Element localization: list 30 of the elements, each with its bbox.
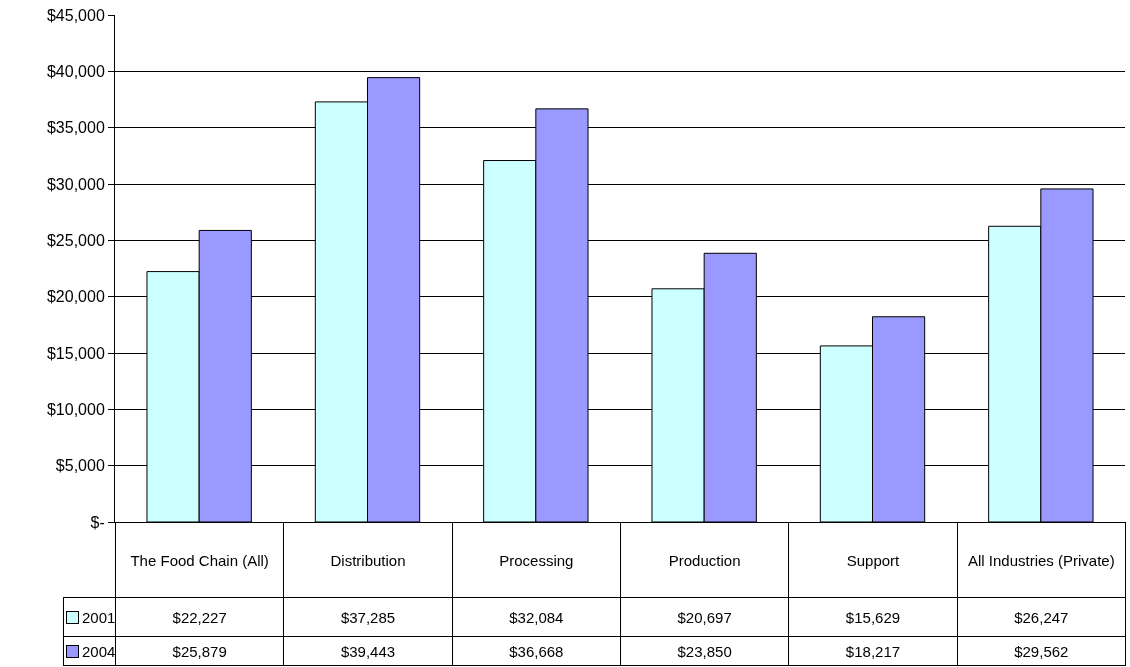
data-label: $29,562 (957, 636, 1126, 666)
legend-label: 2004 (63, 636, 116, 666)
x-tick-label: Processing (452, 522, 621, 598)
data-label: $20,697 (620, 597, 789, 637)
y-tick-label: $15,000 (46, 344, 105, 362)
legend-label: 2001 (63, 597, 116, 637)
y-tick-label: $35,000 (46, 119, 105, 137)
x-tick-label: Distribution (283, 522, 453, 598)
y-tick-label: $40,000 (46, 62, 105, 80)
y-tick-label: $5,000 (55, 457, 105, 475)
y-tick-label: $20,000 (46, 288, 105, 306)
data-label: $37,285 (283, 597, 453, 637)
data-label: $32,084 (452, 597, 621, 637)
x-tick-label: The Food Chain (All) (115, 522, 284, 598)
x-tick-label: Production (620, 522, 789, 598)
y-tick-label: $30,000 (46, 175, 105, 193)
y-tick-label: $10,000 (46, 400, 105, 418)
x-tick-label: Support (788, 522, 958, 598)
data-label: $15,629 (788, 597, 958, 637)
data-label: $25,879 (115, 636, 284, 666)
y-tick-label: $25,000 (46, 231, 105, 249)
x-tick-label: All Industries (Private) (957, 522, 1126, 598)
data-label: $26,247 (957, 597, 1126, 637)
data-label: $36,668 (452, 636, 621, 666)
data-label: $23,850 (620, 636, 789, 666)
y-tick-label: $- (90, 513, 105, 531)
data-label: $18,217 (788, 636, 958, 666)
data-label: $22,227 (115, 597, 284, 637)
data-label: $39,443 (283, 636, 453, 666)
y-tick-label: $45,000 (46, 6, 105, 24)
